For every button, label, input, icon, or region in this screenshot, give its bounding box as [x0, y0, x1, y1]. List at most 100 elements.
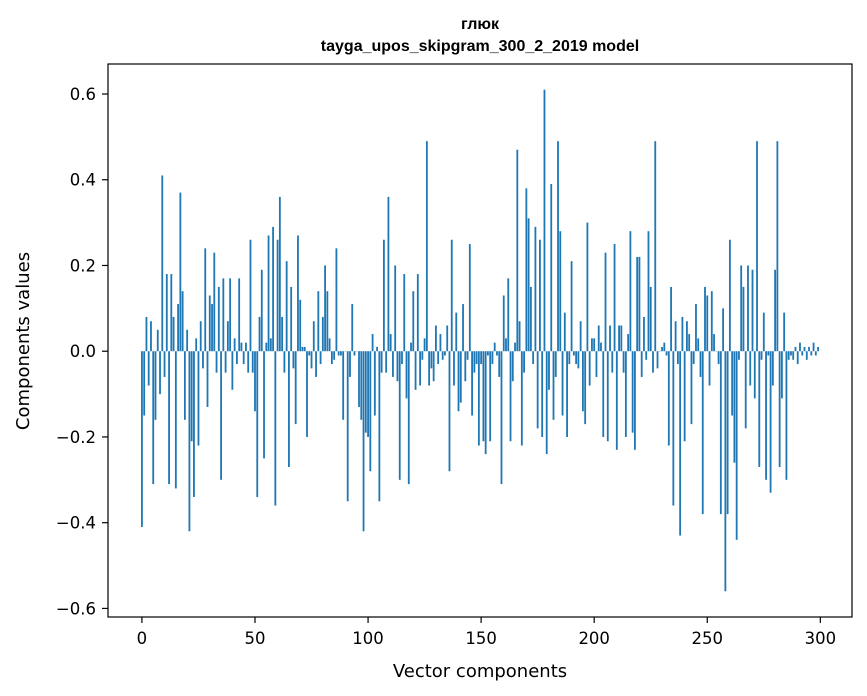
bar-component-190 — [570, 261, 573, 352]
bar-component-244 — [692, 351, 695, 365]
bar-component-39 — [229, 278, 232, 352]
bar-component-209 — [613, 244, 616, 352]
bar-component-192 — [575, 351, 578, 365]
bar-component-235 — [672, 351, 675, 506]
bar-component-208 — [611, 351, 614, 373]
bar-component-62 — [281, 316, 284, 352]
bar-component-161 — [505, 338, 507, 352]
bar-component-180 — [548, 351, 550, 390]
bar-component-80 — [321, 316, 324, 352]
bar-component-154 — [489, 351, 492, 442]
bar-component-153 — [487, 351, 489, 356]
bar-component-253 — [713, 334, 715, 352]
bar-component-54 — [263, 351, 265, 459]
bar-component-234 — [670, 286, 672, 352]
bar-component-145 — [468, 244, 471, 352]
bar-component-152 — [484, 351, 487, 455]
bar-component-2 — [145, 316, 148, 352]
bar-component-191 — [572, 351, 575, 356]
bar-component-131 — [437, 351, 440, 365]
bar-component-102 — [371, 334, 374, 352]
bar-component-167 — [518, 321, 521, 352]
bar-component-296 — [810, 351, 813, 356]
y-tick-label: 0.4 — [70, 171, 96, 190]
bar-component-181 — [550, 184, 553, 352]
bar-component-88 — [340, 351, 342, 356]
bar-component-210 — [615, 351, 618, 450]
bar-component-213 — [622, 351, 625, 373]
bar-component-221 — [640, 351, 643, 377]
bar-component-188 — [566, 351, 568, 437]
bar-component-7 — [156, 329, 159, 352]
x-tick-label: 300 — [805, 629, 837, 648]
bar-component-259 — [726, 351, 729, 515]
bar-component-108 — [385, 351, 388, 373]
bar-component-275 — [762, 312, 765, 352]
bar-component-76 — [312, 321, 315, 352]
bar-component-169 — [523, 351, 525, 373]
bar-component-123 — [419, 351, 421, 386]
bar-component-173 — [532, 351, 535, 365]
bar-component-4 — [150, 321, 152, 352]
bar-component-55 — [265, 342, 268, 352]
bar-component-247 — [699, 351, 702, 377]
bar-component-223 — [645, 351, 648, 360]
bar-component-174 — [534, 226, 537, 352]
bar-component-24 — [195, 338, 198, 352]
bar-component-147 — [473, 351, 476, 373]
bar-component-193 — [577, 351, 580, 369]
bar-component-251 — [708, 351, 711, 386]
bar-component-230 — [661, 346, 663, 352]
bar-component-231 — [663, 342, 666, 352]
bar-component-144 — [466, 351, 469, 360]
bar-component-36 — [222, 278, 225, 352]
bar-component-125 — [423, 338, 426, 352]
bar-component-35 — [220, 351, 222, 480]
bar-component-248 — [701, 351, 704, 515]
bar-component-86 — [335, 248, 338, 352]
bar-component-159 — [500, 351, 503, 485]
bar-component-165 — [514, 342, 516, 352]
y-tick-label: 0.2 — [70, 256, 96, 275]
bar-component-114 — [398, 351, 401, 480]
bar-component-267 — [744, 351, 747, 429]
bar-component-134 — [444, 351, 446, 356]
bar-component-168 — [520, 351, 523, 446]
bar-series — [141, 89, 819, 592]
bar-component-136 — [448, 351, 451, 472]
bar-component-89 — [342, 351, 345, 420]
bar-component-298 — [814, 351, 817, 356]
bar-component-34 — [217, 286, 220, 352]
bar-component-96 — [358, 351, 360, 407]
bar-component-203 — [600, 342, 602, 352]
bar-component-237 — [676, 351, 679, 365]
bar-component-70 — [299, 299, 302, 352]
bar-component-164 — [511, 351, 514, 382]
bar-component-124 — [421, 351, 424, 360]
bar-component-195 — [581, 351, 584, 412]
bar-component-29 — [206, 351, 209, 407]
bar-component-189 — [568, 351, 571, 365]
bar-component-3 — [147, 351, 150, 386]
bar-component-291 — [799, 342, 801, 352]
bar-component-69 — [297, 235, 299, 352]
bar-component-85 — [333, 351, 336, 360]
bar-component-139 — [455, 312, 458, 352]
bar-component-33 — [215, 351, 218, 373]
bar-component-6 — [154, 351, 157, 420]
bar-component-198 — [588, 351, 591, 386]
x-tick-label: 0 — [137, 629, 148, 648]
bar-component-246 — [697, 338, 700, 352]
bar-component-138 — [453, 351, 455, 386]
x-tick-label: 100 — [352, 629, 384, 648]
bar-component-224 — [647, 231, 650, 352]
bar-component-66 — [290, 286, 293, 352]
bar-component-135 — [446, 325, 449, 352]
bar-component-280 — [774, 269, 777, 352]
bar-component-182 — [552, 351, 555, 420]
bar-component-222 — [643, 316, 645, 352]
bar-component-172 — [529, 286, 532, 352]
bar-component-130 — [435, 325, 437, 352]
bar-component-10 — [163, 351, 166, 377]
bar-component-30 — [208, 295, 211, 352]
